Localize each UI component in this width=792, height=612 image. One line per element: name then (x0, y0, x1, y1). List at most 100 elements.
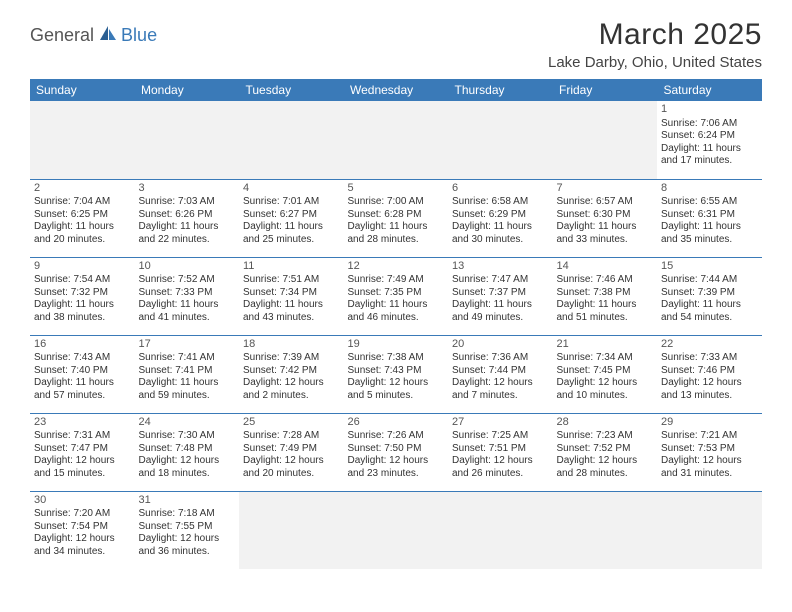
calendar-cell (30, 101, 135, 179)
day-number: 20 (452, 338, 549, 352)
sunrise-text: Sunrise: 7:51 AM (243, 274, 340, 287)
calendar-cell: 17Sunrise: 7:41 AMSunset: 7:41 PMDayligh… (135, 335, 240, 413)
daylight-text: Daylight: 12 hours (557, 377, 654, 390)
daylight-text: and 41 minutes. (139, 312, 236, 325)
sunset-text: Sunset: 7:50 PM (348, 443, 445, 456)
daylight-text: Daylight: 11 hours (139, 221, 236, 234)
weekday-header: Sunday (30, 79, 135, 101)
day-number: 25 (243, 416, 340, 430)
calendar-cell: 1Sunrise: 7:06 AMSunset: 6:24 PMDaylight… (657, 101, 762, 179)
sunrise-text: Sunrise: 7:21 AM (661, 430, 758, 443)
sunset-text: Sunset: 7:46 PM (661, 365, 758, 378)
day-number: 29 (661, 416, 758, 430)
day-number: 5 (348, 182, 445, 196)
calendar-cell: 25Sunrise: 7:28 AMSunset: 7:49 PMDayligh… (239, 413, 344, 491)
calendar-row: 23Sunrise: 7:31 AMSunset: 7:47 PMDayligh… (30, 413, 762, 491)
sail-icon (98, 24, 118, 47)
daylight-text: and 51 minutes. (557, 312, 654, 325)
calendar-cell (448, 101, 553, 179)
day-number: 9 (34, 260, 131, 274)
daylight-text: Daylight: 11 hours (452, 299, 549, 312)
calendar-cell (135, 101, 240, 179)
sunrise-text: Sunrise: 7:34 AM (557, 352, 654, 365)
calendar-cell: 8Sunrise: 6:55 AMSunset: 6:31 PMDaylight… (657, 179, 762, 257)
day-number: 10 (139, 260, 236, 274)
daylight-text: and 15 minutes. (34, 468, 131, 481)
day-number: 26 (348, 416, 445, 430)
daylight-text: and 28 minutes. (557, 468, 654, 481)
day-number: 23 (34, 416, 131, 430)
logo-text-blue: Blue (121, 25, 157, 46)
sunset-text: Sunset: 7:38 PM (557, 287, 654, 300)
calendar-cell: 13Sunrise: 7:47 AMSunset: 7:37 PMDayligh… (448, 257, 553, 335)
sunset-text: Sunset: 7:47 PM (34, 443, 131, 456)
sunset-text: Sunset: 6:27 PM (243, 209, 340, 222)
sunrise-text: Sunrise: 6:55 AM (661, 196, 758, 209)
calendar-cell: 24Sunrise: 7:30 AMSunset: 7:48 PMDayligh… (135, 413, 240, 491)
sunset-text: Sunset: 7:53 PM (661, 443, 758, 456)
daylight-text: and 13 minutes. (661, 390, 758, 403)
calendar-row: 16Sunrise: 7:43 AMSunset: 7:40 PMDayligh… (30, 335, 762, 413)
calendar-cell: 29Sunrise: 7:21 AMSunset: 7:53 PMDayligh… (657, 413, 762, 491)
day-number: 6 (452, 182, 549, 196)
calendar-cell: 15Sunrise: 7:44 AMSunset: 7:39 PMDayligh… (657, 257, 762, 335)
weekday-header: Thursday (448, 79, 553, 101)
day-number: 31 (139, 494, 236, 508)
daylight-text: and 30 minutes. (452, 234, 549, 247)
calendar-row: 1Sunrise: 7:06 AMSunset: 6:24 PMDaylight… (30, 101, 762, 179)
day-number: 27 (452, 416, 549, 430)
day-number: 16 (34, 338, 131, 352)
day-number: 24 (139, 416, 236, 430)
sunrise-text: Sunrise: 7:36 AM (452, 352, 549, 365)
day-number: 3 (139, 182, 236, 196)
calendar-cell: 12Sunrise: 7:49 AMSunset: 7:35 PMDayligh… (344, 257, 449, 335)
daylight-text: and 20 minutes. (243, 468, 340, 481)
sunset-text: Sunset: 6:26 PM (139, 209, 236, 222)
calendar-cell: 6Sunrise: 6:58 AMSunset: 6:29 PMDaylight… (448, 179, 553, 257)
sunset-text: Sunset: 7:42 PM (243, 365, 340, 378)
daylight-text: and 26 minutes. (452, 468, 549, 481)
daylight-text: Daylight: 11 hours (661, 143, 758, 156)
calendar-cell (657, 491, 762, 569)
calendar-cell: 23Sunrise: 7:31 AMSunset: 7:47 PMDayligh… (30, 413, 135, 491)
calendar-cell: 14Sunrise: 7:46 AMSunset: 7:38 PMDayligh… (553, 257, 658, 335)
daylight-text: Daylight: 12 hours (661, 455, 758, 468)
calendar-cell: 30Sunrise: 7:20 AMSunset: 7:54 PMDayligh… (30, 491, 135, 569)
sunrise-text: Sunrise: 7:47 AM (452, 274, 549, 287)
day-number: 4 (243, 182, 340, 196)
sunrise-text: Sunrise: 7:23 AM (557, 430, 654, 443)
sunset-text: Sunset: 6:30 PM (557, 209, 654, 222)
sunrise-text: Sunrise: 7:39 AM (243, 352, 340, 365)
day-number: 13 (452, 260, 549, 274)
sunrise-text: Sunrise: 7:04 AM (34, 196, 131, 209)
calendar-cell (553, 491, 658, 569)
daylight-text: Daylight: 11 hours (348, 299, 445, 312)
sunrise-text: Sunrise: 7:00 AM (348, 196, 445, 209)
sunset-text: Sunset: 6:25 PM (34, 209, 131, 222)
calendar-cell (239, 101, 344, 179)
sunrise-text: Sunrise: 7:28 AM (243, 430, 340, 443)
calendar-cell: 10Sunrise: 7:52 AMSunset: 7:33 PMDayligh… (135, 257, 240, 335)
sunrise-text: Sunrise: 7:01 AM (243, 196, 340, 209)
daylight-text: and 54 minutes. (661, 312, 758, 325)
calendar-cell: 3Sunrise: 7:03 AMSunset: 6:26 PMDaylight… (135, 179, 240, 257)
day-number: 7 (557, 182, 654, 196)
sunset-text: Sunset: 7:33 PM (139, 287, 236, 300)
sunrise-text: Sunrise: 7:43 AM (34, 352, 131, 365)
sunrise-text: Sunrise: 7:20 AM (34, 508, 131, 521)
weekday-header: Monday (135, 79, 240, 101)
calendar-cell: 27Sunrise: 7:25 AMSunset: 7:51 PMDayligh… (448, 413, 553, 491)
daylight-text: Daylight: 11 hours (34, 299, 131, 312)
daylight-text: and 43 minutes. (243, 312, 340, 325)
daylight-text: and 31 minutes. (661, 468, 758, 481)
calendar-row: 30Sunrise: 7:20 AMSunset: 7:54 PMDayligh… (30, 491, 762, 569)
daylight-text: and 46 minutes. (348, 312, 445, 325)
daylight-text: Daylight: 11 hours (34, 377, 131, 390)
sunrise-text: Sunrise: 7:25 AM (452, 430, 549, 443)
weekday-header: Friday (553, 79, 658, 101)
sunrise-text: Sunrise: 7:52 AM (139, 274, 236, 287)
sunrise-text: Sunrise: 7:33 AM (661, 352, 758, 365)
daylight-text: and 38 minutes. (34, 312, 131, 325)
weekday-header-row: Sunday Monday Tuesday Wednesday Thursday… (30, 79, 762, 101)
daylight-text: and 57 minutes. (34, 390, 131, 403)
